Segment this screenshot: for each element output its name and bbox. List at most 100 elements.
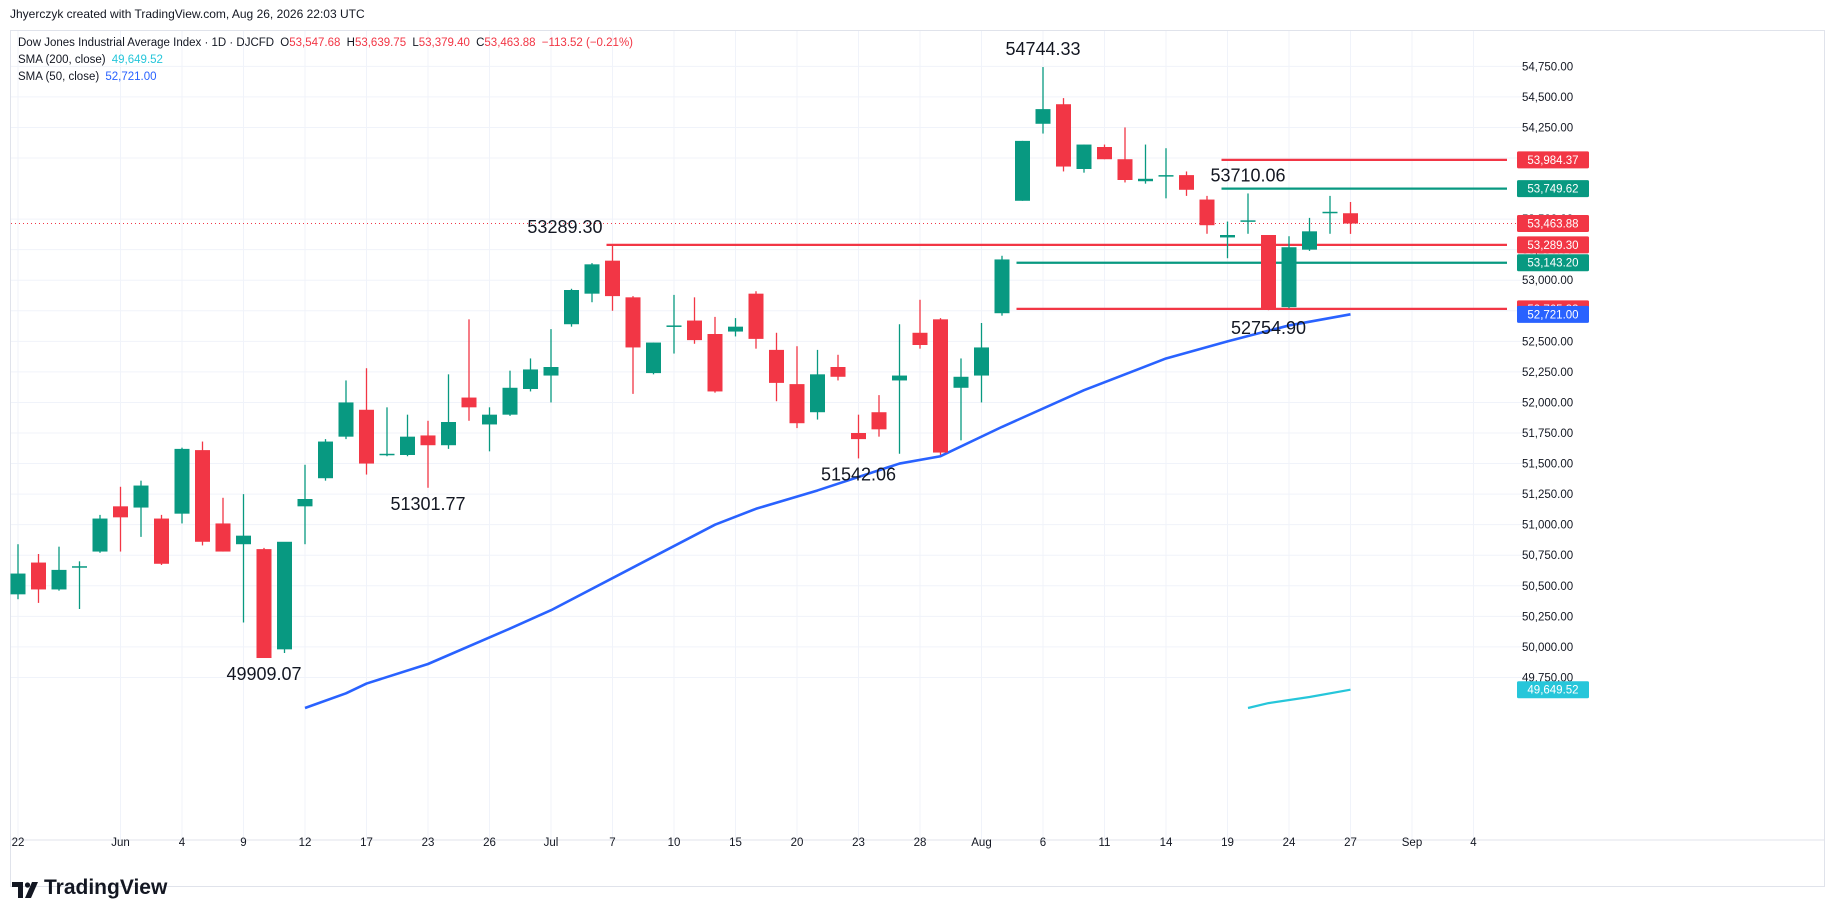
candle-body [10, 573, 26, 595]
ohlc-change: −113.52 (−0.21%) [541, 37, 633, 49]
tradingview-logo[interactable]: TradingView [12, 876, 167, 900]
time-axis-tick-label: 6 [1040, 837, 1046, 849]
candle[interactable] [1199, 195, 1215, 234]
candle[interactable] [133, 480, 149, 537]
candle[interactable] [994, 255, 1010, 316]
candle[interactable] [1179, 171, 1194, 196]
candle[interactable] [236, 494, 251, 623]
candle[interactable] [215, 497, 231, 552]
price-badge-bg [1517, 180, 1589, 198]
candle[interactable] [830, 354, 846, 381]
candle[interactable] [318, 439, 333, 481]
candle[interactable] [1220, 221, 1235, 259]
candle[interactable] [1158, 148, 1174, 199]
candle[interactable] [297, 464, 313, 545]
candle-body [502, 387, 518, 415]
candle[interactable] [625, 296, 641, 394]
candle[interactable] [1343, 202, 1358, 234]
price-badge: 52,721.00 [1517, 305, 1589, 323]
candle[interactable] [871, 395, 887, 437]
candle[interactable] [461, 319, 477, 421]
candle[interactable] [1281, 236, 1297, 309]
candle-body [236, 535, 251, 545]
candle[interactable] [400, 414, 415, 457]
ohlc-low-label: L [412, 37, 419, 49]
candle[interactable] [912, 299, 928, 349]
candle[interactable] [420, 420, 436, 488]
price-annotation-label: 52754.90 [1231, 318, 1306, 338]
candle[interactable] [523, 358, 538, 392]
candle[interactable] [359, 368, 374, 475]
candle[interactable] [113, 486, 128, 552]
candle[interactable] [1117, 127, 1133, 183]
candle[interactable] [728, 318, 743, 337]
candle[interactable] [195, 441, 210, 546]
candle[interactable] [256, 547, 272, 659]
candle[interactable] [51, 546, 67, 591]
candle[interactable] [851, 414, 866, 459]
candle[interactable] [1302, 217, 1317, 251]
chart-frame[interactable] [10, 30, 1825, 887]
candle-body [1179, 175, 1194, 190]
symbol-title[interactable]: Dow Jones Industrial Average Index · 1D … [18, 37, 275, 49]
candle[interactable] [974, 323, 989, 403]
candle[interactable] [502, 370, 518, 416]
price-annotation-label: 53710.06 [1210, 165, 1285, 185]
candle[interactable] [174, 447, 190, 524]
candle[interactable] [1015, 140, 1030, 201]
time-axis-tick-label: 15 [729, 837, 742, 849]
price-axis-tick-label: 50,500.00 [1522, 581, 1573, 593]
candle[interactable] [646, 342, 661, 375]
candle[interactable] [1035, 67, 1051, 134]
candle[interactable] [154, 514, 169, 565]
candle[interactable] [666, 294, 682, 354]
sma50-label: SMA (50, close) [18, 71, 100, 83]
candle[interactable] [584, 263, 600, 303]
candle[interactable] [564, 288, 579, 327]
candle[interactable] [707, 316, 723, 393]
candle[interactable] [769, 332, 784, 402]
candle[interactable] [31, 554, 46, 603]
candles [10, 67, 1358, 659]
candle[interactable] [379, 407, 395, 457]
candle-body [1199, 199, 1215, 226]
candle[interactable] [933, 318, 948, 455]
candle[interactable] [1076, 144, 1092, 173]
candle-body [953, 376, 969, 388]
time-axis-tick-label: Jul [544, 837, 559, 849]
candle[interactable] [482, 407, 497, 452]
candle[interactable] [543, 329, 559, 403]
candle[interactable] [1322, 195, 1338, 234]
time-axis-tick-label: 11 [1099, 837, 1111, 849]
legend-sma50-row[interactable]: SMA (50, close) 52,721.00 [18, 69, 636, 86]
candle[interactable] [1138, 144, 1153, 184]
candle[interactable] [892, 324, 907, 454]
candle-body [441, 422, 456, 446]
candle[interactable] [92, 514, 108, 553]
candle[interactable] [10, 544, 26, 600]
candle[interactable] [605, 244, 620, 311]
candle-body [810, 374, 825, 413]
candle[interactable] [338, 380, 354, 440]
candle[interactable] [1097, 144, 1112, 160]
candle[interactable] [810, 349, 825, 420]
candle-body [1322, 211, 1338, 214]
candle[interactable] [277, 541, 292, 653]
candle[interactable] [1056, 98, 1071, 172]
candle[interactable] [687, 297, 702, 344]
candle[interactable] [748, 291, 764, 349]
price-axis-tick-label: 50,000.00 [1522, 642, 1573, 654]
price-badge: 53,289.30 [1517, 236, 1589, 254]
candle[interactable] [441, 374, 456, 449]
candle[interactable] [953, 358, 969, 441]
candle[interactable] [1240, 193, 1256, 234]
price-badge-label: 53,143.20 [1527, 258, 1578, 270]
time-axis: 22 Jun 4 9 12 17 23 26 Jul 7 10 15 20 23 28 Aug 6 11 14 19 2… [12, 837, 1478, 849]
candle[interactable] [1261, 235, 1276, 311]
candle-body [482, 414, 497, 425]
candle[interactable] [789, 346, 805, 429]
horizontal-levels [606, 158, 1507, 311]
legend-sma200-row[interactable]: SMA (200, close) 49,649.52 [18, 52, 636, 69]
candle[interactable] [72, 561, 87, 609]
